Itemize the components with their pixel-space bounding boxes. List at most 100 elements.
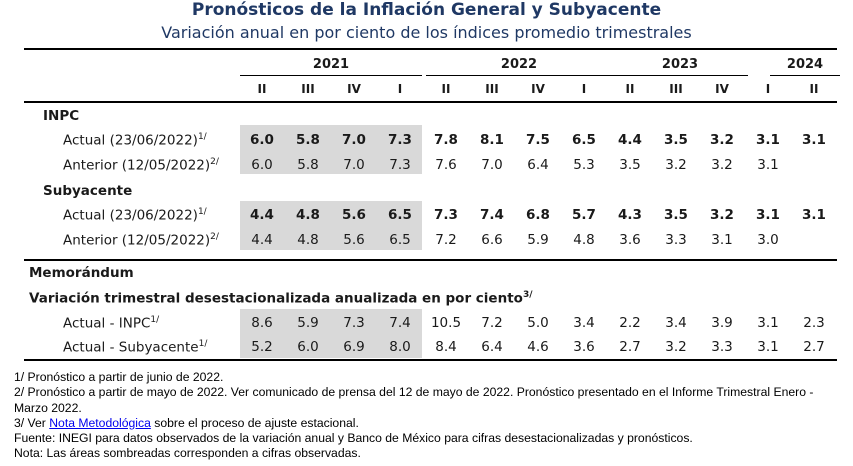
table-cell: 5.2 xyxy=(251,339,273,355)
footnote-3-post: sobre el proceso de ajuste estacional. xyxy=(150,415,359,430)
table-cell: 3.1 xyxy=(756,207,780,223)
table-cell: 3.4 xyxy=(665,315,687,331)
year-2023: 2023 xyxy=(661,57,699,72)
table-cell: 3.2 xyxy=(710,132,734,148)
quarter-header: I xyxy=(581,82,587,96)
bottom-rule xyxy=(24,359,837,361)
table-cell: 3.2 xyxy=(710,207,734,223)
table-cell: 3.5 xyxy=(664,132,688,148)
quarter-header: II xyxy=(257,82,267,96)
table-cell: 6.5 xyxy=(389,232,411,248)
table-cell: 3.2 xyxy=(665,157,687,173)
table-cell: 5.0 xyxy=(527,315,549,331)
observed-shade-memorandum xyxy=(240,309,422,358)
table-cell: 7.2 xyxy=(481,315,503,331)
row-label-sub-anterior: Anterior (12/05/2022)2/ xyxy=(63,232,219,249)
table-cell: 3.6 xyxy=(573,339,595,355)
table-cell: 5.9 xyxy=(297,315,319,331)
quarter-header: III xyxy=(301,82,315,96)
table-cell: 7.0 xyxy=(343,157,365,173)
table-cell: 3.1 xyxy=(757,157,779,173)
footnote-1: 1/ Pronóstico a partir de junio de 2022. xyxy=(14,370,224,384)
quarter-header: IV xyxy=(531,82,545,96)
footnote-fuente: Fuente: INEGI para datos observados de l… xyxy=(14,431,693,446)
row-label-text: Actual (23/06/2022) xyxy=(63,132,198,149)
table-cell: 6.5 xyxy=(388,207,412,223)
row-label-sup: 2/ xyxy=(210,157,219,167)
table-cell: 4.4 xyxy=(251,232,273,248)
table-cell: 3.5 xyxy=(619,157,641,173)
row-label-mem-sub: Actual - Subyacente1/ xyxy=(63,339,207,356)
table-cell: 6.4 xyxy=(527,157,549,173)
table-cell: 10.5 xyxy=(430,315,462,331)
section-trimestral-sup: 3/ xyxy=(522,290,533,300)
table-cell: 7.0 xyxy=(342,132,366,148)
table-cell: 3.1 xyxy=(802,132,826,148)
year-2022-rule xyxy=(426,75,612,76)
table-cell: 7.4 xyxy=(480,207,504,223)
table-cell: 3.1 xyxy=(757,315,779,331)
table-cell: 7.0 xyxy=(481,157,503,173)
section-trimestral: Variación trimestral desestacionalizada … xyxy=(29,290,533,307)
table-cell: 7.3 xyxy=(434,207,458,223)
year-2023-rule xyxy=(612,75,748,76)
section-trimestral-label: Variación trimestral desestacionalizada … xyxy=(29,290,523,307)
observed-shade-subyacente xyxy=(240,201,422,250)
table-cell: 2.3 xyxy=(803,315,825,331)
year-2022: 2022 xyxy=(500,57,538,72)
quarter-header: IV xyxy=(347,82,361,96)
table-cell: 8.6 xyxy=(251,315,273,331)
row-label-sub-actual: Actual (23/06/2022)1/ xyxy=(63,207,207,224)
footnote-3-pre: 3/ Ver xyxy=(14,415,50,430)
footnote-2: 2/ Pronóstico a partir de mayo de 2022. … xyxy=(14,385,814,415)
table-cell: 4.8 xyxy=(296,207,320,223)
table-cell: 3.1 xyxy=(756,132,780,148)
table-cell: 6.4 xyxy=(481,339,503,355)
quarter-header: IV xyxy=(715,82,729,96)
table-cell: 4.8 xyxy=(297,232,319,248)
table-cell: 3.1 xyxy=(757,339,779,355)
top-rule xyxy=(24,48,837,50)
table-cell: 3.2 xyxy=(711,157,733,173)
table-cell: 7.6 xyxy=(435,157,457,173)
quarter-header: II xyxy=(441,82,451,96)
table-cell: 6.0 xyxy=(250,132,274,148)
year-2024: 2024 xyxy=(786,57,824,72)
table-cell: 7.5 xyxy=(526,132,550,148)
row-label-sup: 1/ xyxy=(150,315,160,325)
table-cell: 6.0 xyxy=(251,157,273,173)
table-cell: 3.5 xyxy=(664,207,688,223)
table-cell: 5.6 xyxy=(343,232,365,248)
nota-metodologica-link[interactable]: Nota Metodológica xyxy=(49,415,151,430)
footnotes: 1/ Pronóstico a partir de junio de 2022.… xyxy=(14,370,849,462)
table-cell: 7.2 xyxy=(435,232,457,248)
table-cell: 3.9 xyxy=(711,315,733,331)
row-label-text: Actual - INPC xyxy=(63,315,151,332)
year-2024-rule xyxy=(770,75,840,76)
row-label-inpc-actual: Actual (23/06/2022)1/ xyxy=(63,132,207,149)
table-cell: 7.3 xyxy=(343,315,365,331)
row-label-text: Actual - Subyacente xyxy=(63,339,199,356)
table-cell: 7.8 xyxy=(434,132,458,148)
quarter-header: III xyxy=(669,82,683,96)
table-cell: 4.3 xyxy=(618,207,642,223)
table-cell: 3.1 xyxy=(802,207,826,223)
quarter-header: II xyxy=(809,82,819,96)
table-cell: 5.3 xyxy=(573,157,595,173)
table-cell: 3.3 xyxy=(665,232,687,248)
table-cell: 2.2 xyxy=(619,315,641,331)
table-cell: 3.0 xyxy=(757,232,779,248)
section-inpc: INPC xyxy=(43,108,80,124)
table-cell: 3.6 xyxy=(619,232,641,248)
table-cell: 3.1 xyxy=(711,232,733,248)
table-cell: 7.3 xyxy=(388,132,412,148)
header-bottom-rule xyxy=(24,101,837,103)
table-cell: 7.3 xyxy=(389,157,411,173)
table-cell: 3.3 xyxy=(711,339,733,355)
table-cell: 5.7 xyxy=(572,207,596,223)
quarter-header: I xyxy=(397,82,403,96)
row-label-sup: 1/ xyxy=(197,207,207,217)
table-cell: 5.6 xyxy=(342,207,366,223)
footnote-3: 3/ Ver Nota Metodológica sobre el proces… xyxy=(14,416,849,431)
section-subyacente: Subyacente xyxy=(43,183,133,199)
